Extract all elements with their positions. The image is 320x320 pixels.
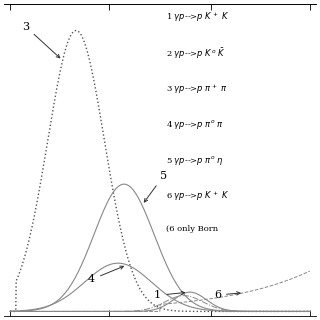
Text: 6 $\gamma p$-->$p$ $K^+$ $K$: 6 $\gamma p$-->$p$ $K^+$ $K$ bbox=[166, 190, 229, 203]
Text: 2 $\gamma p$-->$p$ $K^o$ $\bar{K}$: 2 $\gamma p$-->$p$ $K^o$ $\bar{K}$ bbox=[166, 46, 226, 61]
Text: 1 $\gamma p$-->$p$ $K^+$ $K$: 1 $\gamma p$-->$p$ $K^+$ $K$ bbox=[166, 11, 229, 24]
Text: 3 $\gamma p$-->$p$ $\pi^+$ $\pi$: 3 $\gamma p$-->$p$ $\pi^+$ $\pi$ bbox=[166, 82, 228, 96]
Text: 3: 3 bbox=[22, 22, 60, 58]
Text: 4: 4 bbox=[88, 266, 124, 284]
Text: (6 only Born: (6 only Born bbox=[166, 226, 218, 234]
Text: 6: 6 bbox=[214, 290, 240, 300]
Text: 4 $\gamma p$-->$p$ $\pi^o$ $\pi$: 4 $\gamma p$-->$p$ $\pi^o$ $\pi$ bbox=[166, 118, 224, 131]
Text: 1: 1 bbox=[154, 290, 185, 300]
Text: 5 $\gamma p$-->$p$ $\pi^o$ $\eta$: 5 $\gamma p$-->$p$ $\pi^o$ $\eta$ bbox=[166, 154, 224, 167]
Text: 5: 5 bbox=[144, 171, 167, 202]
